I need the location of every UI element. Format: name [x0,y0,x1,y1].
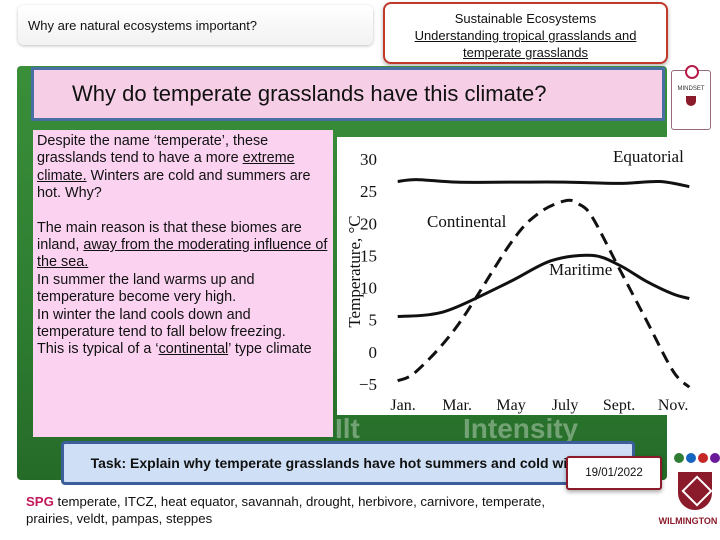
explanation-text-panel: Despite the name ‘temperate’, these gras… [33,130,333,437]
y-tick-label: 20 [360,214,377,233]
y-tick-label: 25 [360,182,377,201]
wilmington-crest-icon [678,472,712,510]
series-label-maritime: Maritime [549,260,612,279]
climate-chart: 30 25 20 15 10 5 0 −5 Jan. Mar. May July Sept. Nov. Te… [337,137,697,415]
paragraph-reason: The main reason is that these biomes are… [37,220,329,272]
y-tick-label: 10 [360,279,377,298]
date-text: 19/01/2022 [585,467,643,479]
paragraph-winter: In winter the land cools down and temper… [37,306,286,341]
keywords-line: SPG temperate, ITCZ, heat equator, savan… [26,493,546,527]
date-badge: 19/01/2022 [566,456,662,490]
y-tick-label: 0 [369,343,378,362]
dot-icon [698,453,708,463]
task-text: Task: Explain why temperate grasslands h… [90,455,606,471]
ciao-dots-logo [674,453,720,463]
keywords-text: temperate, ITCZ, heat equator, savannah,… [26,494,546,526]
continental-end: ’ type climate [228,341,312,358]
background-word: Ilt [335,413,360,444]
mindset-badge-logo: MINDSET [671,65,711,130]
y-axis-label: Temperature, °C [345,215,364,327]
series-line-maritime [397,253,690,318]
series-label-equatorial: Equatorial [613,147,684,166]
y-tick-label: 15 [360,246,377,265]
paragraph-summer: In summer the land warms up and temperat… [37,271,255,306]
y-tick-label: 30 [360,150,377,169]
series-line-continental [397,198,691,389]
badge-ring-icon [685,65,699,79]
lesson-title: Understanding tropical grasslands and te… [414,28,637,60]
topic-question: Why are natural ecosystems important? [28,17,258,33]
slide-title: Why do temperate grasslands have this cl… [31,67,665,121]
x-tick-label: Nov. [658,397,689,414]
paragraph-continental: This is typical of a ‘continental’ type … [37,341,329,358]
lesson-title-box: Sustainable Ecosystems Understanding tro… [383,2,668,64]
series-line-equatorial [397,178,690,189]
wilmington-wordmark: WILMINGTON [658,516,718,526]
unit-title: Sustainable Ecosystems [454,11,597,26]
paragraph-intro: Despite the name ‘temperate’, these gras… [37,133,329,203]
intro-text: Despite the name ‘temperate’, these gras… [37,133,269,167]
shield-icon [686,96,696,106]
y-tick-label: 5 [369,311,378,330]
y-tick-label: −5 [359,375,377,394]
dot-icon [674,453,684,463]
reason-underlined: away from the moderating influence of th… [37,237,328,271]
badge-text: MINDSET [677,86,705,92]
spg-label: SPG [26,494,54,509]
climate-chart-svg: 30 25 20 15 10 5 0 −5 Jan. Mar. May July Sept. Nov. Te… [345,147,691,414]
x-tick-label: Sept. [603,397,635,414]
continental-underlined: continental [158,341,229,358]
x-tick-label: Mar. [442,397,472,414]
dot-icon [686,453,696,463]
x-tick-label: May [496,397,525,414]
reason-text: The main reason is that these biomes are… [37,219,302,254]
series-label-continental: Continental [427,212,507,231]
x-tick-label: July [552,397,579,414]
intro-end: Winters are cold and summers are hot. Wh… [37,167,311,202]
task-box: Task: Explain why temperate grasslands h… [61,441,635,485]
topic-question-box: Why are natural ecosystems important? [18,5,373,45]
x-tick-label: Jan. [390,397,415,414]
background-word: Intensity [463,413,579,444]
slide-title-text: Why do temperate grasslands have this cl… [72,81,547,106]
dot-icon [710,453,720,463]
intro-underlined: extreme climate. [37,150,295,184]
continental-start: This is typical of a ‘ [37,341,159,358]
